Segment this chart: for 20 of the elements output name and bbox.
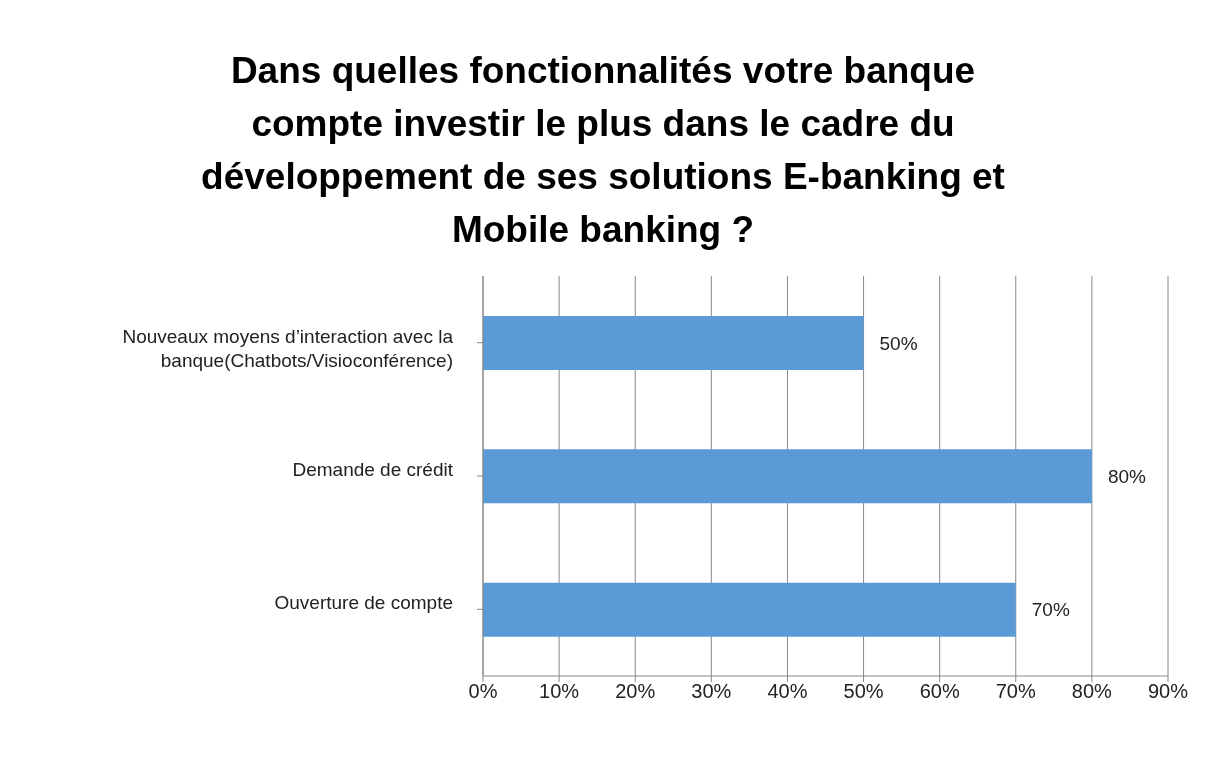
chart-title: Dans quelles fonctionnalités votre banque compte investir le plus dans le cadre du développement de ses solutions E-banking et Mobile banking ? — [200, 49, 1006, 252]
x-tick-label: 80% — [1071, 680, 1113, 703]
x-tick-label: 0% — [468, 680, 498, 703]
x-tick-label: 40% — [767, 680, 808, 703]
bar — [483, 449, 1092, 504]
bar — [483, 316, 864, 370]
bar — [483, 582, 1016, 637]
y-tick-label: Demande de crédit — [292, 459, 454, 480]
x-tick-label: 70% — [995, 680, 1037, 703]
data-label: 70% — [1031, 599, 1070, 621]
y-tick-label: Nouveaux moyens d’interaction avec la banque(Chatbots/Visioconférence) — [122, 325, 454, 371]
x-tick-label: 30% — [691, 680, 732, 703]
x-tick-label: 50% — [843, 680, 884, 703]
x-tick-label: 90% — [1147, 680, 1189, 703]
data-label: 50% — [879, 332, 918, 354]
x-tick-label: 10% — [539, 680, 580, 703]
data-label: 80% — [1107, 466, 1147, 488]
x-tick-label: 60% — [919, 680, 960, 703]
y-tick-label: Ouverture de compte — [274, 592, 453, 614]
x-tick-label: 20% — [615, 680, 656, 703]
